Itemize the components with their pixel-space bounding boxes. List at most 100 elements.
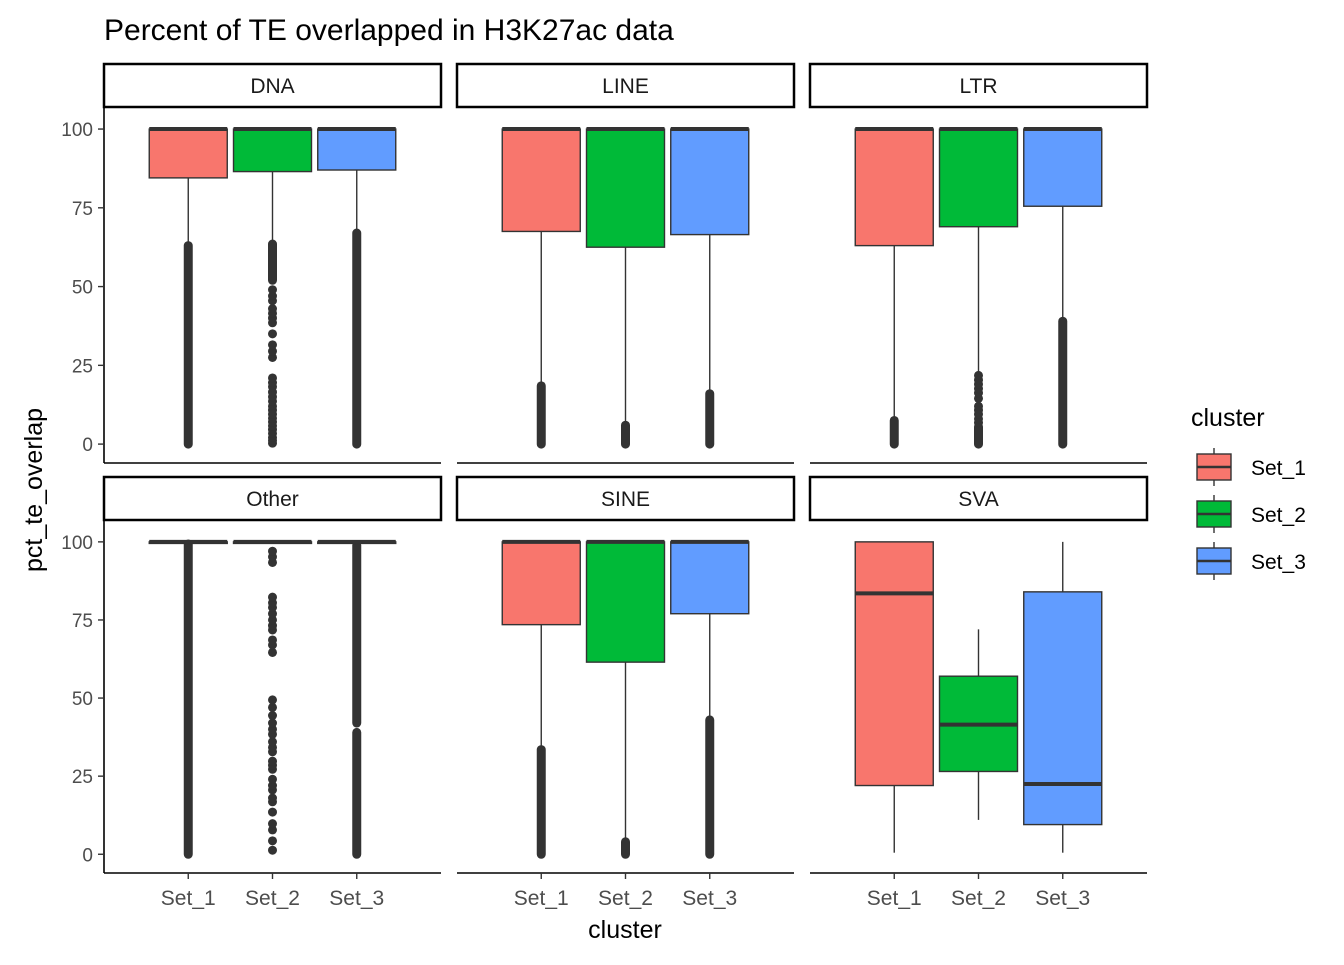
box-iqr (585, 541, 666, 663)
x-axis-title: cluster (588, 916, 662, 944)
box-iqr (670, 128, 750, 236)
facet-dna: DNA 0 25 50 75 100 (61, 62, 443, 464)
facet-strip-label: SINE (601, 488, 650, 511)
y-tick-label: 0 (82, 845, 93, 866)
box-set_2 (585, 539, 666, 859)
x-tick-label: Set_1 (867, 887, 922, 910)
outlier-point (974, 401, 983, 411)
outlier-cluster (183, 539, 193, 859)
box-set_1 (148, 539, 228, 859)
box-set_1 (854, 541, 934, 853)
outlier-point (268, 340, 277, 350)
facet-strip-label: LINE (602, 75, 649, 98)
legend-item-set_2: Set_2 (1196, 495, 1306, 533)
outlier-point (268, 373, 277, 383)
box-iqr (148, 128, 228, 179)
outlier-point (268, 352, 277, 362)
outlier-point (268, 285, 277, 295)
box-set_3 (317, 539, 397, 859)
outlier-cluster (621, 420, 630, 449)
box-set_2 (938, 127, 1019, 449)
y-tick-label: 50 (72, 689, 93, 710)
legend-label: Set_1 (1251, 457, 1306, 480)
outlier-point (268, 329, 277, 339)
legend-item-set_3: Set_3 (1196, 542, 1306, 580)
box-iqr (317, 128, 397, 171)
x-tick-label: Set_1 (161, 887, 216, 910)
box-set_2 (585, 127, 666, 449)
outlier-point (268, 807, 277, 817)
outlier-point (268, 635, 277, 645)
facet-sine: SINE Set_1 Set_2 Set_3 (455, 475, 796, 910)
x-tick-label: Set_2 (598, 887, 653, 910)
x-tick-label: Set_3 (1035, 887, 1090, 910)
facet-strip-label: SVA (958, 488, 998, 511)
outlier-point (268, 793, 277, 803)
y-tick-label: 75 (72, 199, 93, 220)
outlier-cluster (183, 241, 193, 449)
outlier-cluster (974, 422, 983, 449)
legend-title: cluster (1191, 404, 1265, 432)
box-set_2 (938, 629, 1019, 820)
outlier-point (268, 737, 277, 747)
outlier-cluster (536, 745, 546, 859)
y-tick-label: 75 (72, 611, 93, 632)
outlier-cluster (268, 239, 277, 285)
box-iqr (938, 128, 1019, 228)
outlier-cluster (1058, 316, 1068, 449)
outlier-cluster (352, 727, 362, 859)
facet-strip-label: DNA (250, 75, 294, 98)
box-iqr (501, 128, 581, 233)
box-set_3 (670, 539, 750, 859)
facet-grid: DNA 0 25 50 75 100 LINE LTR Other 0 25 50 75 100 Set_1… (61, 62, 1149, 910)
box-iqr (670, 541, 750, 615)
outlier-point (268, 711, 277, 721)
outlier-cluster (536, 381, 546, 449)
legend-item-set_1: Set_1 (1196, 448, 1306, 486)
box-iqr (1023, 591, 1103, 826)
outlier-point (268, 825, 277, 835)
box-iqr (232, 128, 313, 173)
facet-strip (455, 475, 796, 522)
outlier-point (268, 304, 277, 314)
outlier-point (268, 291, 277, 301)
facet-ltr: LTR (808, 62, 1149, 464)
box-iqr (854, 541, 934, 787)
outlier-point (268, 845, 277, 855)
box-iqr (501, 541, 581, 626)
facet-sva: SVA Set_1 Set_2 Set_3 (808, 475, 1149, 910)
y-axis-title: pct_te_overlap (20, 408, 48, 572)
box-iqr (854, 128, 934, 247)
box-set_1 (501, 539, 581, 859)
outlier-cluster (889, 415, 899, 449)
box-set_1 (501, 127, 581, 449)
outlier-cluster (352, 540, 362, 728)
legend: cluster Set_1 Set_2 Set_3 (1191, 404, 1306, 580)
legend-label: Set_2 (1251, 504, 1306, 527)
facet-strip-label: Other (246, 488, 299, 511)
facet-strip-label: LTR (959, 75, 997, 98)
outlier-cluster (705, 389, 715, 449)
x-tick-label: Set_3 (682, 887, 737, 910)
outlier-point (268, 546, 277, 556)
outlier-point (268, 695, 277, 705)
box-set_3 (317, 127, 397, 449)
outlier-point (268, 592, 277, 602)
facet-line: LINE (455, 62, 796, 464)
outlier-point (268, 346, 277, 356)
y-tick-label: 50 (72, 278, 93, 299)
outlier-point (268, 615, 277, 625)
outlier-point (268, 836, 277, 846)
y-tick-label: 25 (72, 767, 93, 788)
outlier-cluster (705, 715, 715, 859)
x-tick-label: Set_2 (951, 887, 1006, 910)
outlier-point (268, 609, 277, 619)
chart-title: Percent of TE overlapped in H3K27ac data (104, 14, 674, 47)
box-set_2 (232, 539, 313, 855)
box-set_1 (148, 127, 228, 449)
facet-strip (808, 475, 1149, 522)
box-set_3 (1023, 541, 1103, 853)
y-tick-label: 25 (72, 356, 93, 377)
outlier-point (268, 702, 277, 712)
